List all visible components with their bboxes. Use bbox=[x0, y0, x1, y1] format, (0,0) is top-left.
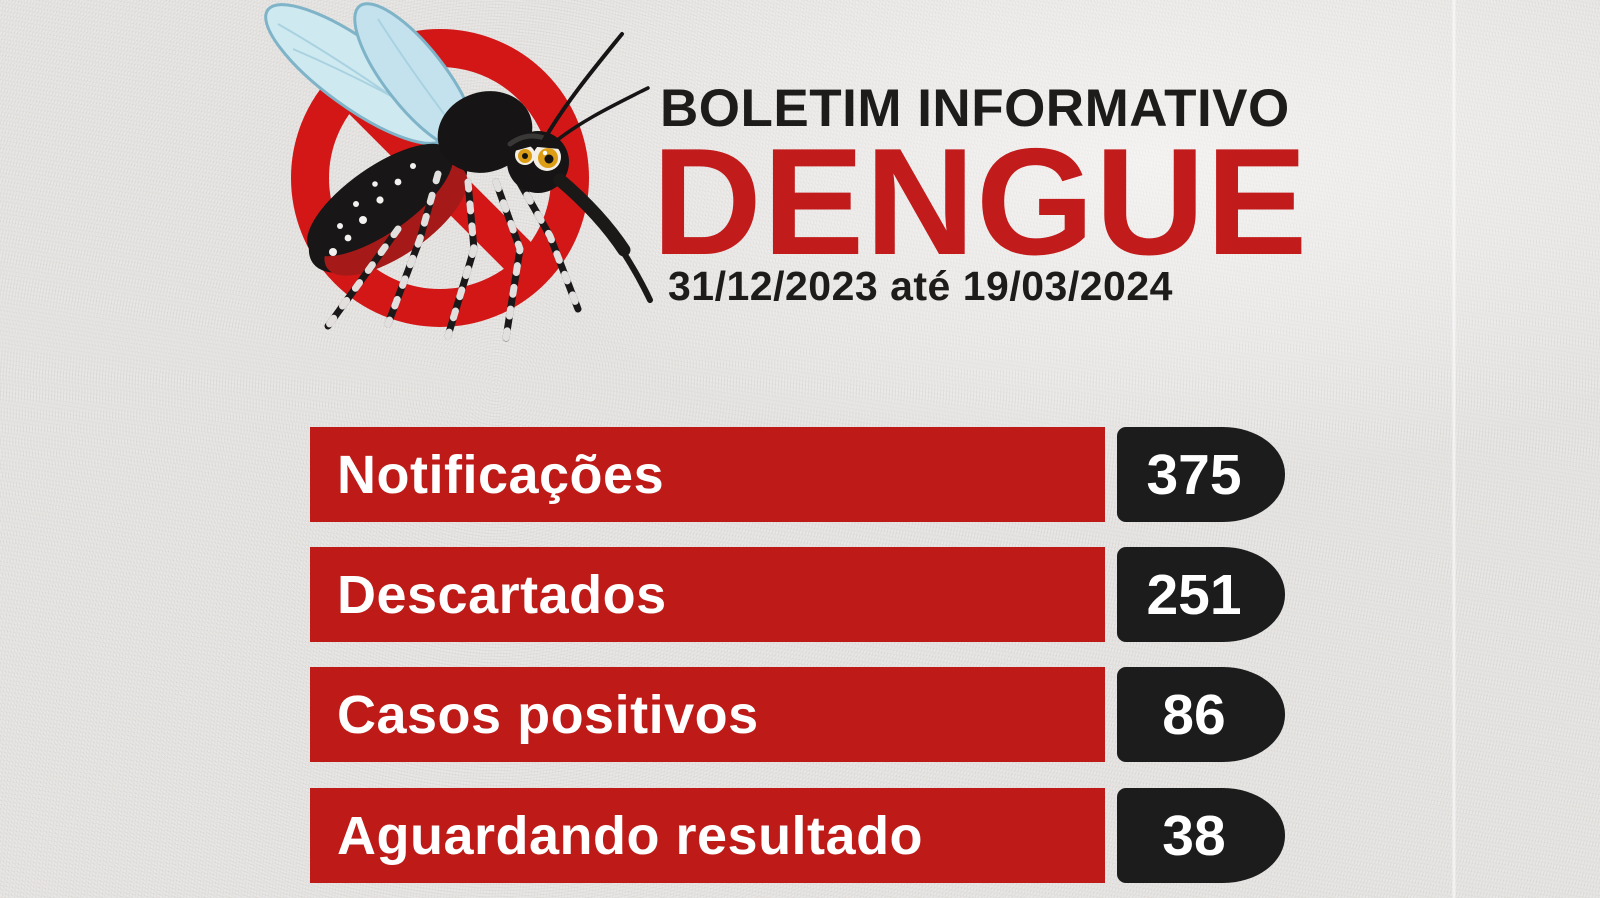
mosquito-legs bbox=[324, 170, 582, 342]
bulletin-kicker: BOLETIM INFORMATIVO bbox=[660, 79, 1290, 138]
stat-label: Notificações bbox=[310, 427, 1105, 522]
stat-value-badge: 375 bbox=[1117, 427, 1285, 522]
stat-value-badge: 86 bbox=[1117, 667, 1285, 762]
mosquito-proboscis bbox=[553, 173, 653, 303]
stat-row-aguardando-resultado: Aguardando resultado 38 bbox=[310, 788, 1290, 883]
stat-row-notificacoes: Notificações 375 bbox=[310, 427, 1290, 522]
stat-row-casos-positivos: Casos positivos 86 bbox=[310, 667, 1290, 762]
stat-label: Descartados bbox=[310, 547, 1105, 642]
stat-label: Casos positivos bbox=[310, 667, 1105, 762]
bulletin-period: 31/12/2023 até 19/03/2024 bbox=[668, 263, 1173, 309]
bulletin-title: DENGUE bbox=[652, 117, 1309, 287]
mosquito-wings bbox=[264, 2, 477, 152]
mosquito-head bbox=[507, 131, 569, 193]
stat-row-descartados: Descartados 251 bbox=[310, 547, 1290, 642]
stat-label: Aguardando resultado bbox=[310, 788, 1105, 883]
mosquito-antennae bbox=[542, 32, 650, 148]
stat-value-badge: 38 bbox=[1117, 788, 1285, 883]
stat-value-badge: 251 bbox=[1117, 547, 1285, 642]
mosquito-illustration bbox=[264, 2, 653, 342]
no-mosquito-icon bbox=[264, 2, 653, 342]
